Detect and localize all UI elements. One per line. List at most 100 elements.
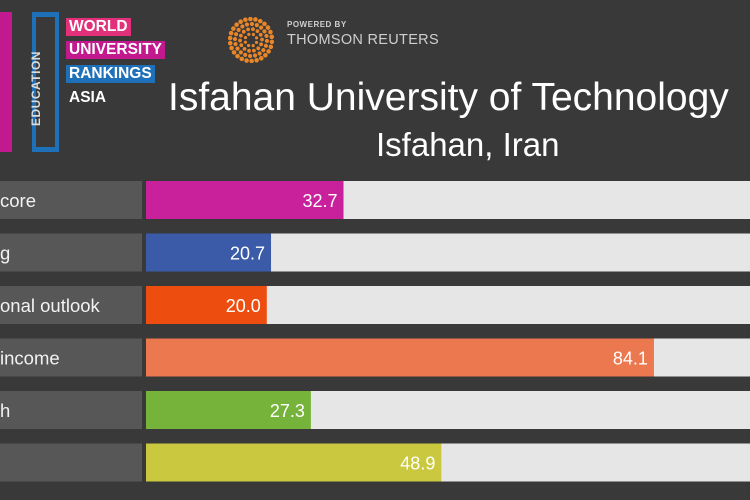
logo-dot — [251, 43, 255, 48]
row-label: h — [0, 400, 10, 421]
bar — [146, 181, 344, 219]
row-label-box — [0, 443, 142, 482]
row-label: onal outlook — [0, 295, 101, 316]
logo-dot — [239, 56, 245, 62]
logo-dot — [238, 19, 243, 24]
logo-dot — [259, 25, 264, 30]
logo-dot — [254, 36, 259, 40]
ranking-line-university: UNIVERSITY — [66, 41, 166, 59]
logo-dot — [243, 40, 248, 44]
logo-dot — [246, 27, 250, 32]
bar — [146, 391, 311, 429]
logo-dot — [251, 32, 256, 37]
logo-dot — [246, 43, 251, 48]
logo-dot — [228, 40, 233, 46]
logo-dot — [241, 29, 246, 34]
logo-dot — [238, 38, 242, 43]
row-label: core — [0, 190, 36, 211]
logo-dot — [231, 50, 237, 55]
logo-dot — [254, 40, 259, 45]
logo-dot — [266, 49, 271, 54]
logo-dot — [263, 43, 268, 48]
logo-dot — [239, 43, 244, 48]
bar-value-label: 20.0 — [226, 296, 261, 316]
logo-dot — [228, 35, 233, 41]
logo-dot — [242, 46, 247, 51]
logo-dot — [244, 58, 249, 63]
logo-dot — [252, 53, 258, 58]
logo-dot — [269, 39, 274, 45]
university-title: Isfahan University of Technology — [168, 76, 729, 119]
logo-dot — [261, 48, 266, 53]
logo-dot — [259, 42, 264, 47]
thomson-reuters-logo-icon — [228, 17, 274, 63]
logo-dot — [229, 45, 234, 51]
logo-dot — [247, 32, 251, 37]
logo-dot — [264, 38, 270, 44]
logo-dot — [262, 29, 267, 34]
row-label-box — [0, 286, 142, 324]
powered-by-label: POWERED BY — [287, 20, 347, 29]
logo-dot — [263, 53, 268, 58]
logo-dot — [249, 21, 255, 27]
logo-dot — [235, 53, 240, 59]
logo-dot — [247, 48, 251, 53]
logo-dot — [258, 32, 263, 37]
logo-dot — [233, 41, 238, 47]
sponsor-name: THOMSON REUTERS — [287, 32, 439, 48]
logo-dot — [254, 57, 259, 63]
logo-dot — [238, 33, 243, 38]
logo-dot — [253, 17, 258, 22]
logo-dot — [249, 58, 254, 63]
bar-value-label: 27.3 — [270, 401, 305, 421]
logo-dot — [268, 44, 274, 50]
logo-dot — [257, 18, 263, 24]
logo-dot — [240, 24, 245, 29]
logo-dot — [236, 27, 241, 32]
bar — [146, 286, 267, 324]
ranking-line-world: WORLD — [66, 18, 131, 36]
logo-dot — [255, 29, 260, 34]
logo-dot — [254, 23, 259, 28]
logo-dot — [262, 21, 267, 27]
logo-dot — [228, 30, 234, 36]
logo-dot — [238, 50, 243, 55]
logo-dot — [244, 22, 250, 27]
logo-dot — [251, 27, 255, 32]
ranking-line-asia: ASIA — [69, 89, 107, 106]
logo-dot — [234, 32, 239, 37]
logo-dot — [234, 22, 239, 27]
bar — [146, 443, 442, 482]
logo-dot — [257, 51, 262, 56]
logo-dot — [256, 46, 261, 51]
row-label: g — [0, 243, 10, 264]
logo-dot — [268, 29, 273, 35]
logo-dot — [259, 56, 264, 61]
logo-dot — [269, 34, 274, 40]
logo-dot — [252, 48, 256, 53]
logo-dot — [235, 46, 240, 51]
logo-dot — [243, 17, 248, 23]
bar — [146, 233, 272, 272]
row-label-box — [0, 181, 142, 219]
logo-dot — [232, 36, 238, 42]
row-label-box — [0, 338, 142, 377]
bar-value-label: 84.1 — [613, 349, 648, 369]
row-label: income — [0, 348, 60, 369]
logo-dot — [243, 35, 248, 40]
logo-dot — [265, 25, 271, 30]
bar-value-label: 20.7 — [230, 244, 265, 264]
bar — [146, 338, 654, 377]
logo-dot — [247, 53, 253, 59]
logo-dot — [248, 17, 253, 22]
ranking-line-rankings: RANKINGS — [66, 65, 155, 83]
row-label-box — [0, 233, 142, 272]
logo-dot — [260, 37, 264, 42]
logo-dot — [231, 26, 236, 31]
logo-blue-frame — [32, 12, 59, 152]
bar-value-label: 48.9 — [400, 454, 435, 474]
university-location: Isfahan, Iran — [376, 126, 560, 163]
logo-dot — [264, 33, 269, 39]
bar-value-label: 32.7 — [302, 191, 337, 211]
